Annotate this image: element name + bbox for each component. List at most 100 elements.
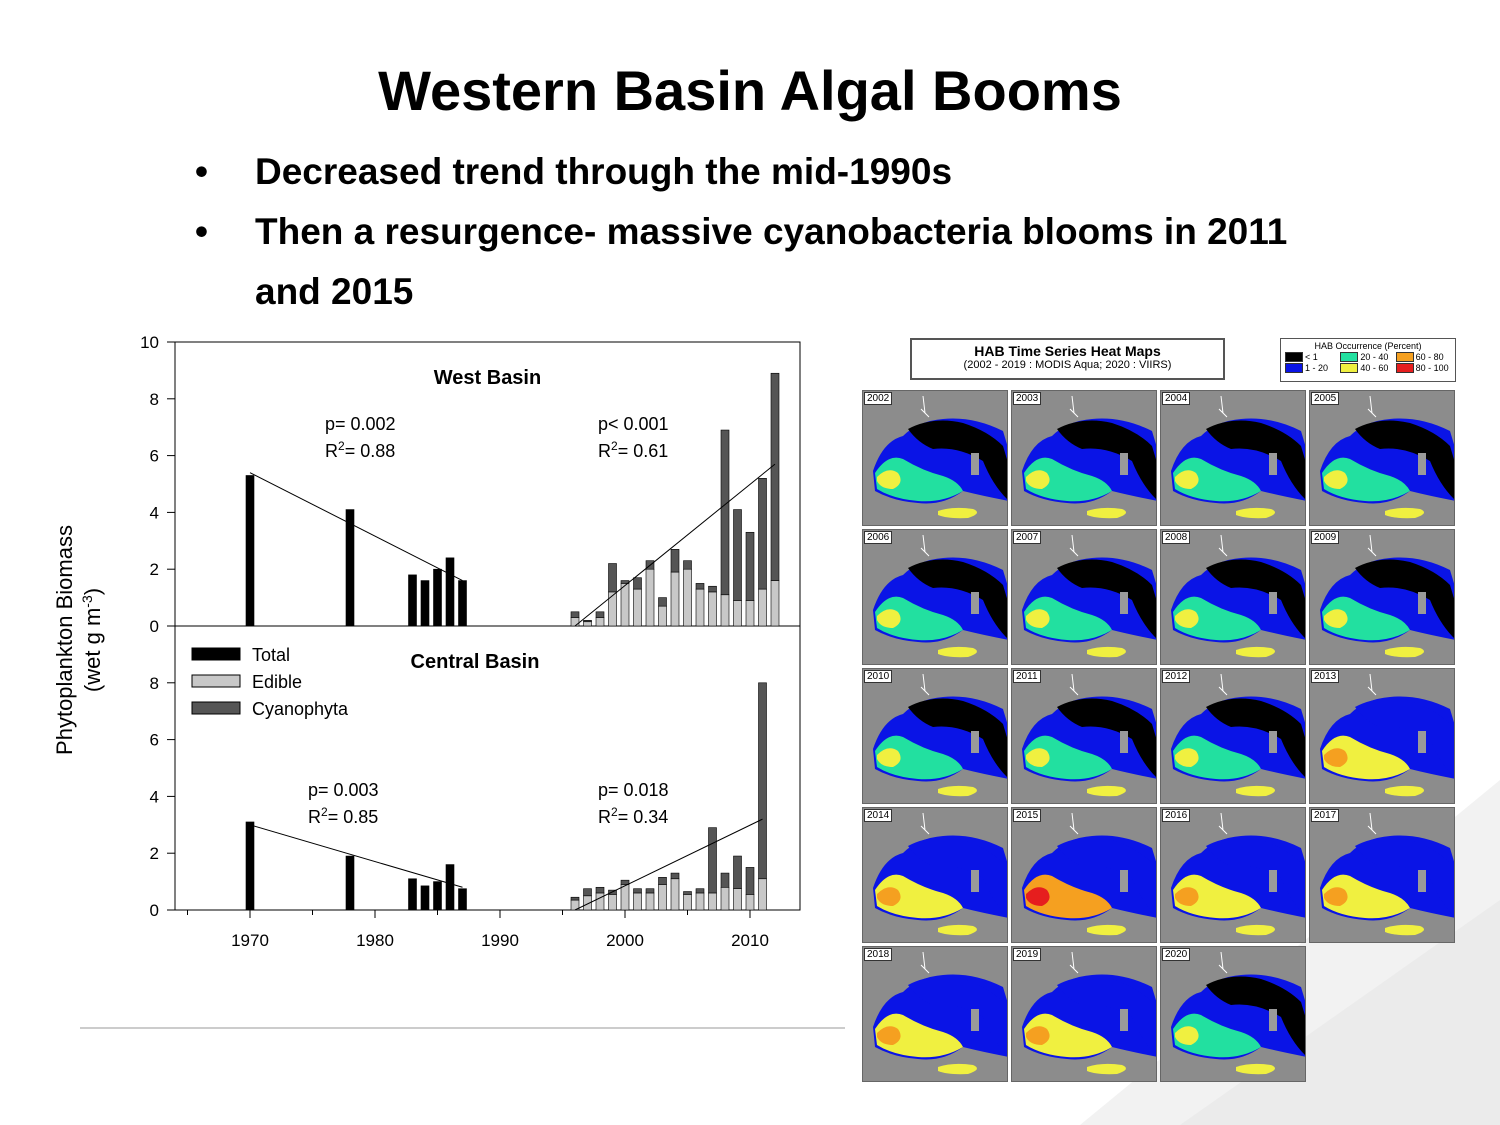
heatmap-tile: 2003 bbox=[1011, 390, 1157, 526]
cyanophyta-bar bbox=[645, 888, 655, 894]
stat-p-value: p< 0.001 bbox=[598, 414, 669, 434]
panel-title: West Basin bbox=[434, 367, 541, 389]
cyanophyta-bar bbox=[695, 888, 705, 894]
edible-bar bbox=[595, 617, 605, 627]
trendline bbox=[574, 463, 776, 627]
edible-bar bbox=[608, 591, 617, 627]
heatmap-year-label: 2006 bbox=[864, 531, 893, 544]
legend-entry: 1 - 20 bbox=[1285, 363, 1340, 373]
heatmap-tile: 2020 bbox=[1160, 946, 1306, 1082]
heatmap-year-label: 2002 bbox=[864, 392, 893, 405]
heatmap-year-label: 2009 bbox=[1311, 531, 1340, 544]
legend-entry: 20 - 40 bbox=[1340, 352, 1395, 362]
heatmap-tile: 2015 bbox=[1011, 807, 1157, 943]
heatmap-year-label: 2008 bbox=[1162, 531, 1191, 544]
y-tick-label: 4 bbox=[150, 503, 159, 522]
panel-title: Central Basin bbox=[411, 651, 540, 673]
edible-bar bbox=[595, 892, 605, 911]
heatmap-title: HAB Time Series Heat Maps bbox=[974, 343, 1161, 359]
cyanophyta-bar bbox=[733, 509, 742, 601]
total-bar bbox=[245, 475, 255, 627]
lake-map bbox=[1022, 395, 1156, 519]
cyanophyta-bar bbox=[683, 560, 692, 570]
y-tick-label: 2 bbox=[150, 844, 159, 863]
heatmap-tile: 2010 bbox=[862, 668, 1008, 804]
heatmap-legend: HAB Occurrence (Percent) < 1 20 - 40 60 - … bbox=[1280, 338, 1456, 382]
legend-swatch-cyanophyta bbox=[191, 701, 241, 715]
edible-bar bbox=[645, 568, 655, 627]
bullet-dot: • bbox=[195, 151, 208, 192]
bullet-text: Then a resurgence- massive cyanobacteria… bbox=[255, 211, 1288, 312]
cyanophyta-bar bbox=[720, 872, 730, 888]
heatmap-year-label: 2010 bbox=[864, 670, 893, 683]
bullet-text: Decreased trend through the mid-1990s bbox=[255, 151, 953, 192]
cyanophyta-bar bbox=[583, 620, 592, 623]
legend-label-total: Total bbox=[252, 645, 290, 665]
edible-bar bbox=[695, 892, 705, 911]
y-axis-label-line1: Phytoplankton Biomass bbox=[52, 525, 77, 755]
trendline bbox=[249, 824, 463, 888]
heatmap-year-label: 2016 bbox=[1162, 809, 1191, 822]
trendline bbox=[574, 818, 763, 911]
heatmap-tile: 2012 bbox=[1160, 668, 1306, 804]
heatmap-year-label: 2012 bbox=[1162, 670, 1191, 683]
heatmap-year-label: 2020 bbox=[1162, 948, 1191, 961]
heatmap-tile: 2008 bbox=[1160, 529, 1306, 665]
total-bar bbox=[458, 888, 467, 911]
cyanophyta-bar bbox=[758, 682, 767, 880]
edible-bar bbox=[670, 878, 680, 911]
lake-map bbox=[873, 812, 1007, 936]
legend-swatch bbox=[1285, 352, 1303, 362]
bullet-item: • Then a resurgence- massive cyanobacter… bbox=[195, 202, 1345, 322]
y-axis-label-line2: (wet g m-3) bbox=[79, 588, 105, 692]
legend-label: 80 - 100 bbox=[1415, 363, 1449, 373]
edible-bar bbox=[658, 605, 667, 627]
heatmap-tile: 2019 bbox=[1011, 946, 1157, 1082]
cyanophyta-bar bbox=[658, 597, 667, 607]
heatmap-year-label: 2005 bbox=[1311, 392, 1340, 405]
edible-bar bbox=[620, 884, 630, 911]
edible-bar bbox=[708, 591, 717, 627]
legend-entry: 40 - 60 bbox=[1340, 363, 1395, 373]
lake-map bbox=[1022, 951, 1156, 1075]
lake-map bbox=[1320, 812, 1454, 936]
lake-map bbox=[1171, 534, 1305, 658]
heatmap-year-label: 2019 bbox=[1013, 948, 1042, 961]
x-tick-label: 1990 bbox=[481, 931, 519, 950]
edible-bar bbox=[733, 888, 742, 911]
total-bar bbox=[433, 568, 442, 627]
lake-map bbox=[1320, 673, 1454, 797]
cyanophyta-bar bbox=[720, 429, 730, 596]
cyanophyta-bar bbox=[695, 583, 705, 590]
legend-entry: 80 - 100 bbox=[1395, 363, 1451, 373]
edible-bar bbox=[608, 894, 617, 911]
heatmap-year-label: 2017 bbox=[1311, 809, 1340, 822]
trendline bbox=[249, 472, 463, 582]
stat-r-squared: R2= 0.34 bbox=[598, 805, 668, 827]
edible-bar bbox=[633, 892, 642, 911]
cyanophyta-bar bbox=[745, 531, 755, 601]
heatmap-tile: 2006 bbox=[862, 529, 1008, 665]
edible-bar bbox=[720, 594, 730, 627]
bullet-dot: • bbox=[195, 211, 208, 252]
lake-map bbox=[1022, 673, 1156, 797]
lake-map bbox=[1171, 395, 1305, 519]
total-bar bbox=[433, 881, 442, 911]
total-bar bbox=[345, 509, 355, 627]
heatmap-header: HAB Time Series Heat Maps (2002 - 2019 :… bbox=[910, 338, 1225, 380]
cyanophyta-bar bbox=[595, 611, 605, 618]
legend-label: 40 - 60 bbox=[1360, 363, 1389, 373]
heatmap-tile: 2018 bbox=[862, 946, 1008, 1082]
edible-bar bbox=[570, 617, 580, 627]
bullet-list: • Decreased trend through the mid-1990s … bbox=[195, 142, 1345, 322]
lake-map bbox=[1320, 534, 1454, 658]
stat-r-squared: R2= 0.88 bbox=[325, 439, 395, 461]
lake-map bbox=[1171, 951, 1305, 1075]
stat-p-value: p= 0.018 bbox=[598, 780, 669, 800]
legend-swatch bbox=[1340, 352, 1359, 362]
lake-map bbox=[873, 673, 1007, 797]
total-bar bbox=[420, 580, 430, 627]
lake-map bbox=[1320, 395, 1454, 519]
heatmap-tile: 2004 bbox=[1160, 390, 1306, 526]
lake-map bbox=[1171, 673, 1305, 797]
